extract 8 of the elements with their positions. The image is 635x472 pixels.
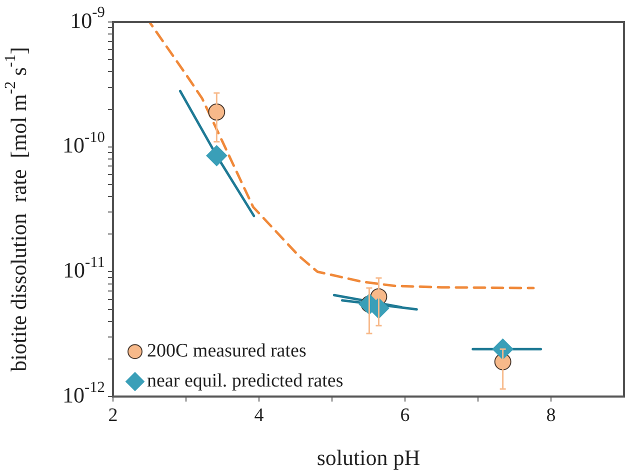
x-tick-label: 8 bbox=[546, 405, 556, 426]
legend-label: 200C measured rates bbox=[147, 340, 306, 362]
x-axis-title: solution pH bbox=[316, 444, 420, 470]
legend-label: near equil. predicted rates bbox=[147, 370, 344, 392]
y-axis-title: biotite dissolution rate [mol m-2 s-1] bbox=[2, 47, 31, 372]
x-tick-label: 6 bbox=[400, 405, 410, 426]
x-tick-label: 2 bbox=[108, 405, 118, 426]
x-tick-label: 4 bbox=[254, 405, 264, 426]
